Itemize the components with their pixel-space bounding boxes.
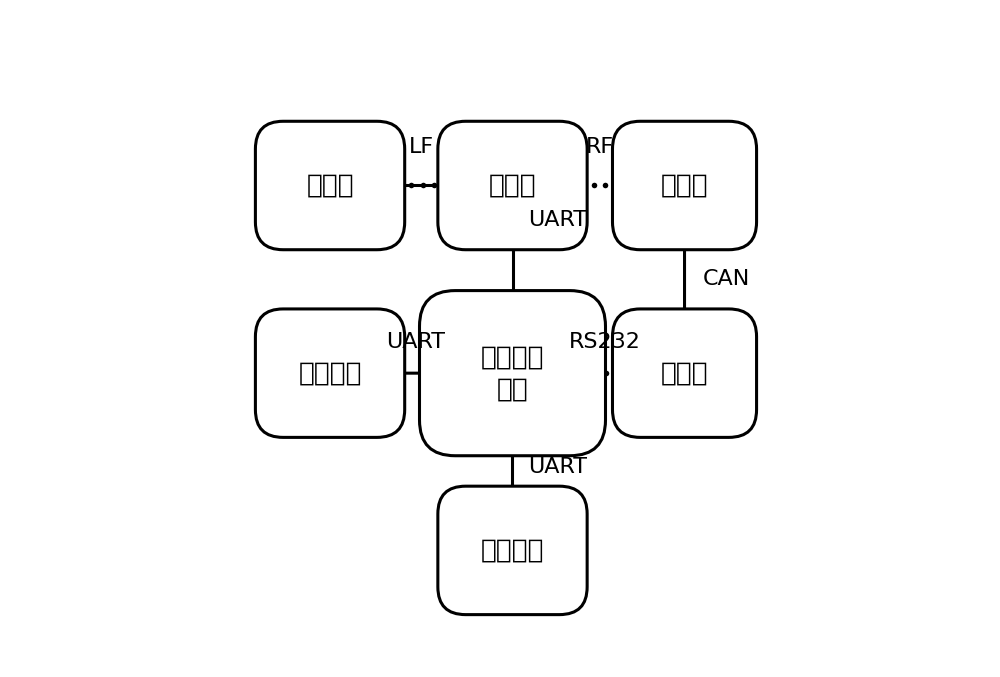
Text: 转换器: 转换器 <box>661 360 708 386</box>
Text: UART: UART <box>387 332 446 352</box>
Text: 存储单元: 存储单元 <box>481 538 544 563</box>
Text: 触发器: 触发器 <box>306 173 354 198</box>
FancyBboxPatch shape <box>420 290 605 456</box>
Text: CAN: CAN <box>703 269 750 289</box>
Text: 中央处理
单元: 中央处理 单元 <box>481 344 544 402</box>
FancyBboxPatch shape <box>255 309 405 437</box>
Text: 显示单元: 显示单元 <box>298 360 362 386</box>
FancyBboxPatch shape <box>612 121 757 250</box>
Text: 接收器: 接收器 <box>661 173 708 198</box>
Text: RF: RF <box>586 137 614 157</box>
FancyBboxPatch shape <box>438 486 587 615</box>
Text: UART: UART <box>528 210 587 230</box>
Text: LF: LF <box>409 137 434 157</box>
Text: UART: UART <box>528 457 587 477</box>
Text: 发射器: 发射器 <box>489 173 536 198</box>
FancyBboxPatch shape <box>612 309 757 437</box>
Text: RS232: RS232 <box>569 332 641 352</box>
FancyBboxPatch shape <box>438 121 587 250</box>
FancyBboxPatch shape <box>255 121 405 250</box>
